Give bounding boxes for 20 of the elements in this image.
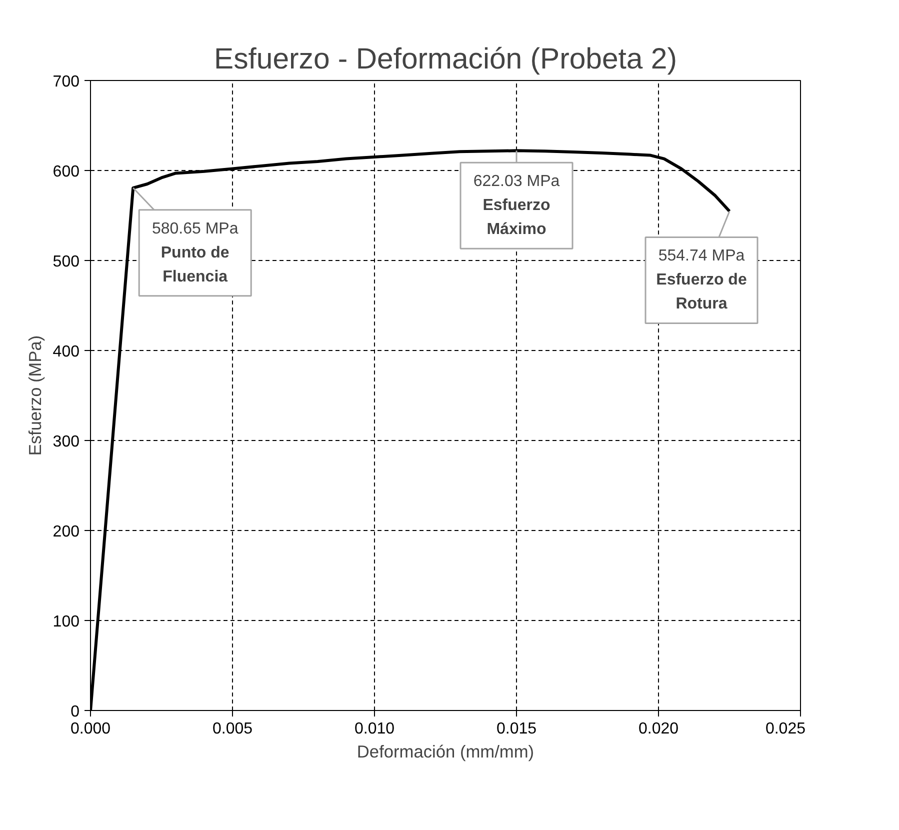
y-tick-label: 600: [52, 164, 80, 180]
x-tick-label: 0.005: [212, 720, 253, 738]
annotation: 622.03 MPa Esfuerzo Máximo: [473, 173, 560, 238]
y-tick-label: 700: [52, 74, 80, 90]
x-tick-label: 0.010: [354, 720, 395, 738]
y-tick-label: 400: [52, 344, 80, 360]
x-axis-title: Deformación (mm/mm): [356, 742, 534, 762]
y-tick-label: 200: [52, 524, 80, 540]
x-tick-label: 0.025: [765, 720, 806, 738]
y-axis-title: Esfuerzo (MPa): [24, 335, 45, 456]
annotation: 580.65 MPa Punto de Fluencia: [152, 220, 238, 286]
x-tick-label: 0.000: [70, 720, 111, 738]
x-tick-label: 0.020: [638, 720, 679, 738]
annotation: 554.74 MPa Esfuerzo de Rotura: [656, 248, 747, 313]
y-tick-label: 0: [70, 704, 80, 720]
y-tick-label: 300: [52, 434, 80, 450]
y-tick-label: 100: [52, 614, 80, 630]
y-tick-label: 500: [52, 254, 80, 270]
x-tick-label: 0.015: [496, 720, 537, 738]
chart-title: Esfuerzo - Deformación (Probeta 2): [214, 42, 677, 76]
